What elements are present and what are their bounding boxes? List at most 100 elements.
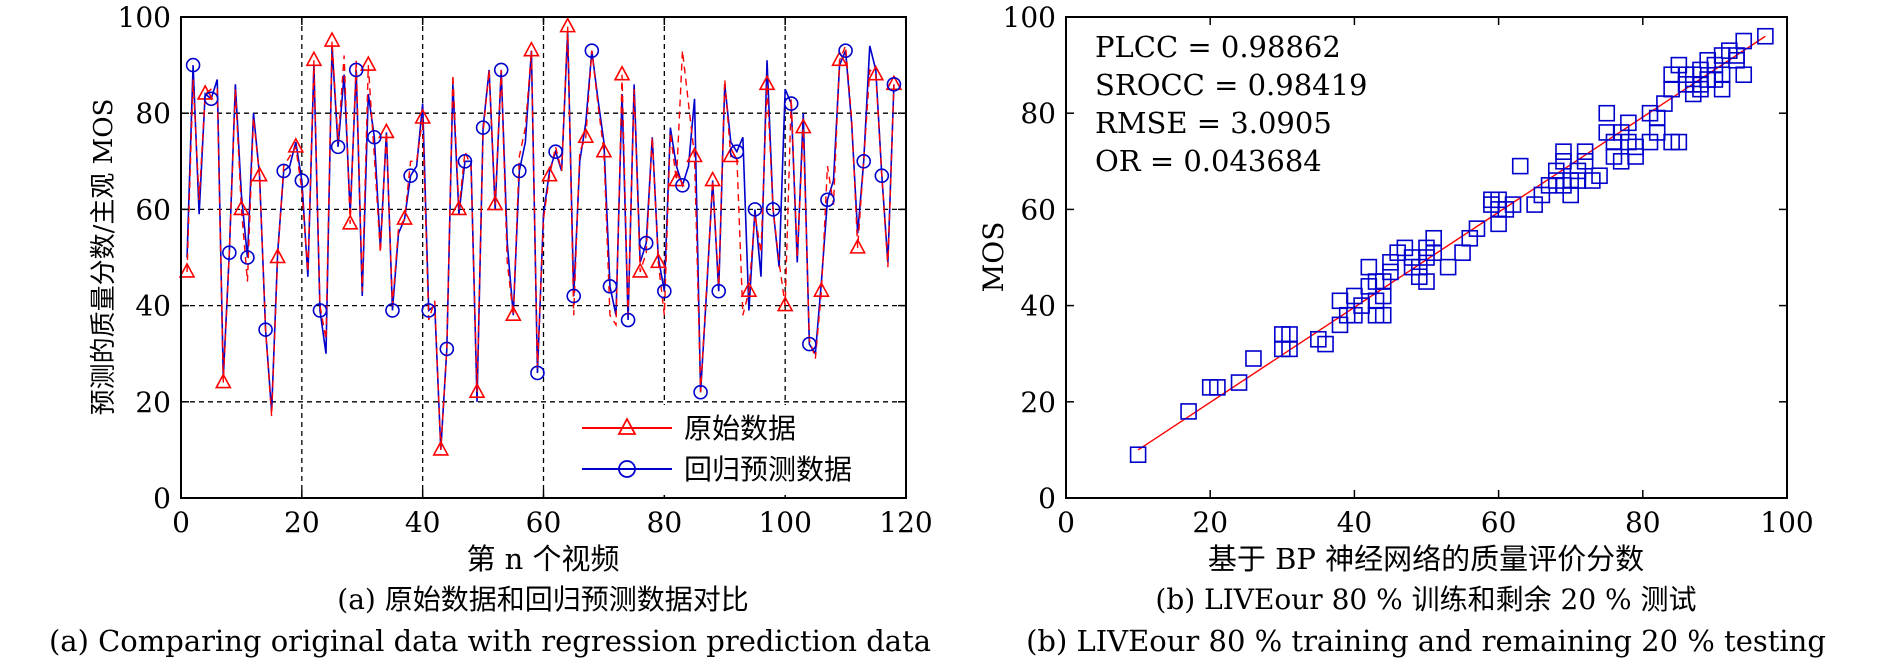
y-tick-label: 0: [1038, 482, 1056, 515]
chart-a-legend: 原始数据 回归预测数据: [565, 405, 902, 495]
chart-a-caption-cn: (a) 原始数据和回归预测数据对比: [337, 583, 748, 616]
y-tick-label: 40: [1020, 290, 1056, 323]
point-original: [504, 305, 522, 322]
chart-a-xlabel: 第 n 个视频: [466, 542, 619, 576]
point-predicted: [548, 144, 563, 159]
point-original: [396, 209, 413, 225]
point-original: [305, 50, 323, 67]
point-original: [595, 141, 613, 158]
point-predicted: [385, 303, 400, 318]
point-predicted: [493, 62, 509, 78]
y-tick-label: 100: [118, 1, 171, 34]
point-original: [649, 252, 667, 269]
point-original: [178, 262, 196, 278]
point-original: [486, 194, 504, 211]
legend-box: [565, 405, 902, 495]
point-predicted: [185, 57, 201, 73]
point-predicted: [747, 202, 763, 217]
chart-a-axes: 0 20 40 60 80 100 120 0 20 40 60 80 100: [118, 1, 933, 539]
point-original: [214, 372, 232, 389]
scatter-point: [1209, 379, 1226, 396]
point-predicted: [856, 154, 872, 169]
x-tick-label: 80: [647, 506, 683, 539]
scatter-point: [1713, 66, 1731, 84]
point-predicted: [367, 129, 382, 145]
scatter-point: [1331, 292, 1349, 310]
point-predicted: [566, 288, 582, 304]
scatter-point: [1591, 167, 1608, 185]
point-original: [686, 146, 703, 163]
chart-b: 0 20 40 60 80 100 0 20 40 60 80 100 基于 BP 神经网络的质量评价…: [977, 1, 1826, 658]
scatter-point: [1418, 273, 1435, 290]
point-original: [414, 108, 432, 124]
scatter-point: [1382, 263, 1399, 281]
point-predicted: [838, 43, 853, 58]
scatter-point: [1439, 258, 1457, 276]
point-predicted: [203, 91, 219, 107]
x-tick-label: 0: [172, 506, 190, 539]
scatter-point: [1620, 114, 1637, 132]
point-predicted: [802, 336, 817, 352]
chart-b-annotations: PLCC = 0.98862 SROCC = 0.98419 RMSE = 3.…: [1095, 30, 1368, 178]
scatter-point: [1490, 215, 1507, 233]
point-original: [251, 166, 268, 182]
chart-a: 0 20 40 60 80 100 120 0 20 40 60 80 100 第 n 个视频 预测的质…: [49, 1, 933, 658]
y-tick-label: 100: [1003, 1, 1056, 34]
point-predicted: [886, 77, 902, 92]
y-tick-label: 0: [153, 482, 171, 515]
scatter-point: [1735, 66, 1753, 84]
x-tick-label: 20: [1192, 506, 1228, 539]
scatter-point: [1374, 306, 1392, 324]
fit-line: [1137, 35, 1766, 451]
x-tick-label: 60: [1481, 506, 1517, 539]
point-original: [704, 170, 722, 187]
point-original: [287, 137, 305, 153]
chart-b-caption-en: (b) LIVEour 80 % training and remaining …: [1026, 624, 1826, 658]
y-tick-label: 80: [1020, 97, 1056, 130]
scatter-point: [1555, 153, 1572, 170]
legend-triangle-marker: [617, 417, 637, 435]
point-predicted: [512, 163, 527, 179]
point-predicted: [421, 303, 437, 318]
scatter-point: [1555, 143, 1572, 160]
point-original: [849, 238, 867, 254]
point-predicted: [765, 202, 781, 217]
point-original: [378, 122, 395, 139]
chart-b-ylabel: MOS: [977, 222, 1010, 293]
point-original: [867, 65, 885, 81]
point-predicted: [312, 303, 328, 318]
point-original: [794, 117, 812, 134]
point-original: [885, 74, 903, 91]
scatter-point: [1129, 446, 1147, 464]
point-original: [432, 440, 450, 456]
point-predicted: [240, 250, 255, 265]
point-predicted: [457, 154, 473, 169]
y-tick-label: 60: [135, 193, 171, 226]
stat-srocc: SROCC = 0.98419: [1095, 68, 1368, 102]
point-original: [722, 146, 740, 163]
point-predicted: [222, 245, 237, 260]
scatter-point: [1576, 143, 1594, 160]
stat-or: OR = 0.043684: [1095, 144, 1322, 178]
scatter-point: [1511, 157, 1529, 175]
scatter-point: [1245, 350, 1262, 367]
point-predicted: [530, 365, 545, 381]
point-predicted: [693, 384, 708, 400]
point-predicted: [294, 173, 310, 188]
y-tick-label: 60: [1020, 193, 1056, 226]
series-line-original: [186, 26, 895, 450]
scatter-point: [1735, 32, 1753, 50]
scatter-point: [1627, 148, 1644, 165]
point-original: [523, 40, 540, 57]
point-predicted: [602, 279, 618, 294]
point-predicted: [276, 163, 292, 179]
y-tick-label: 80: [135, 97, 171, 130]
point-predicted: [584, 43, 600, 58]
scatter-point: [1504, 196, 1522, 213]
point-original: [323, 31, 341, 47]
point-original: [631, 262, 649, 278]
y-tick-label: 20: [1020, 386, 1056, 419]
point-original: [559, 16, 577, 33]
point-original: [541, 166, 558, 182]
